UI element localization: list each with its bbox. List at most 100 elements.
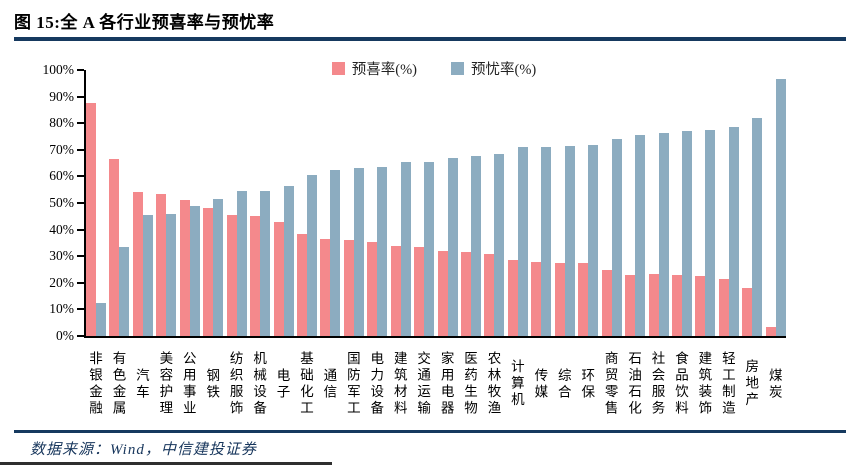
bar-negative-rate xyxy=(213,199,224,336)
bar-group xyxy=(296,175,317,336)
bar-negative-rate xyxy=(494,153,505,336)
x-tick-label: 食品饮料 xyxy=(672,351,688,417)
bar-positive-rate xyxy=(648,273,659,336)
bar-negative-rate xyxy=(119,246,130,336)
bar-negative-rate xyxy=(611,139,622,336)
bar-group xyxy=(367,167,388,336)
bar-group xyxy=(86,103,106,336)
bar-negative-rate xyxy=(377,167,388,336)
bars-container xyxy=(86,70,786,336)
bar-negative-rate xyxy=(564,145,575,336)
y-tick-label: 60% xyxy=(49,168,74,184)
x-axis-labels: 非银金融 有色金属 汽车 美容护理 公用事业 钢铁 纺织服饰 机械设备 电子 基础化工 通信 国防军工… xyxy=(84,343,784,425)
bar-group xyxy=(203,199,224,336)
x-tick-label: 计算机 xyxy=(508,359,524,409)
bar-group xyxy=(250,191,271,336)
source-divider xyxy=(14,430,846,433)
bar-group xyxy=(578,144,599,336)
bar-negative-rate xyxy=(166,213,177,336)
y-tick-label: 50% xyxy=(49,195,74,210)
x-tick-label: 石油石化 xyxy=(626,351,642,417)
bar-positive-rate xyxy=(625,274,636,336)
legend-label-negative: 预忧率(%) xyxy=(471,61,537,78)
y-tick-mark xyxy=(77,335,84,337)
x-tick-label: 钢铁 xyxy=(204,367,220,401)
bar-positive-rate xyxy=(179,200,190,336)
bar-group xyxy=(320,169,341,336)
bar-positive-rate xyxy=(156,193,167,336)
bar-group xyxy=(390,161,411,336)
x-tick-label: 综合 xyxy=(555,367,571,401)
bar-negative-rate xyxy=(658,132,669,336)
bar-group xyxy=(601,139,622,336)
x-tick-label: 国防军工 xyxy=(344,351,360,417)
bar-group xyxy=(226,191,247,336)
y-tick-mark xyxy=(77,69,84,71)
bar-group xyxy=(671,131,692,336)
chart-legend: 预喜率(%) 预忧率(%) xyxy=(84,58,784,78)
bar-group xyxy=(765,79,786,336)
bar-negative-rate xyxy=(775,79,786,336)
bar-negative-rate xyxy=(283,185,294,336)
y-tick-mark xyxy=(77,95,84,98)
bar-group xyxy=(554,145,575,336)
y-tick-mark xyxy=(77,175,84,178)
bar-positive-rate xyxy=(507,260,518,336)
bar-negative-rate xyxy=(681,131,692,336)
bar-negative-rate xyxy=(635,135,646,336)
y-tick-label: 80% xyxy=(49,115,74,131)
x-tick-label: 非银金融 xyxy=(87,351,102,417)
page-title: 图 15:全 A 各行业预喜率与预忧率 xyxy=(14,13,275,32)
bar-group xyxy=(156,193,177,336)
x-tick-label: 农林牧渔 xyxy=(485,351,501,417)
bar-positive-rate xyxy=(742,288,753,336)
bar-positive-rate xyxy=(296,233,307,336)
x-tick-label: 轻工制造 xyxy=(719,351,735,417)
bar-negative-rate xyxy=(588,144,599,336)
bar-negative-rate xyxy=(330,169,341,336)
y-tick-mark xyxy=(77,308,84,311)
bar-positive-rate xyxy=(203,208,214,336)
bar-negative-rate xyxy=(752,117,763,336)
bar-negative-rate xyxy=(236,191,247,336)
x-tick-label: 公用事业 xyxy=(180,351,196,417)
x-tick-label: 汽车 xyxy=(133,367,149,401)
bar-group xyxy=(179,200,200,336)
y-tick-label: 30% xyxy=(49,248,74,264)
bar-group xyxy=(484,153,505,336)
bar-group xyxy=(531,147,552,336)
legend-item-positive: 预喜率(%) xyxy=(331,58,417,79)
bar-positive-rate xyxy=(320,238,331,336)
x-tick-label: 煤炭 xyxy=(766,367,782,401)
bar-positive-rate xyxy=(461,252,471,336)
bar-positive-rate xyxy=(86,103,96,336)
bar-positive-rate xyxy=(226,215,237,336)
x-tick-label: 基础化工 xyxy=(297,351,313,417)
bar-positive-rate xyxy=(671,274,682,336)
y-tick-mark xyxy=(77,202,84,204)
bar-positive-rate xyxy=(765,326,776,336)
bar-negative-rate xyxy=(728,127,739,336)
bar-positive-rate xyxy=(109,159,120,336)
x-tick-label: 环保 xyxy=(579,367,595,401)
bar-group xyxy=(742,117,763,336)
bar-group xyxy=(109,159,130,336)
positive-swatch-icon xyxy=(331,61,345,75)
bar-positive-rate xyxy=(343,240,354,336)
x-tick-label: 机械设备 xyxy=(251,351,267,417)
bar-negative-rate xyxy=(142,215,153,336)
bar-negative-rate xyxy=(306,175,317,336)
bar-group xyxy=(273,185,294,336)
y-tick-label: 90% xyxy=(49,88,74,104)
bar-group xyxy=(625,135,646,336)
bar-positive-rate xyxy=(531,261,542,336)
title-underline xyxy=(14,37,846,41)
bar-group xyxy=(648,132,669,336)
x-tick-label: 社会服务 xyxy=(649,351,665,417)
x-tick-label: 商贸零售 xyxy=(602,351,618,417)
y-tick-mark xyxy=(77,122,84,125)
bar-group xyxy=(718,127,739,336)
x-tick-label: 家用电器 xyxy=(438,351,454,417)
bar-negative-rate xyxy=(260,191,271,336)
